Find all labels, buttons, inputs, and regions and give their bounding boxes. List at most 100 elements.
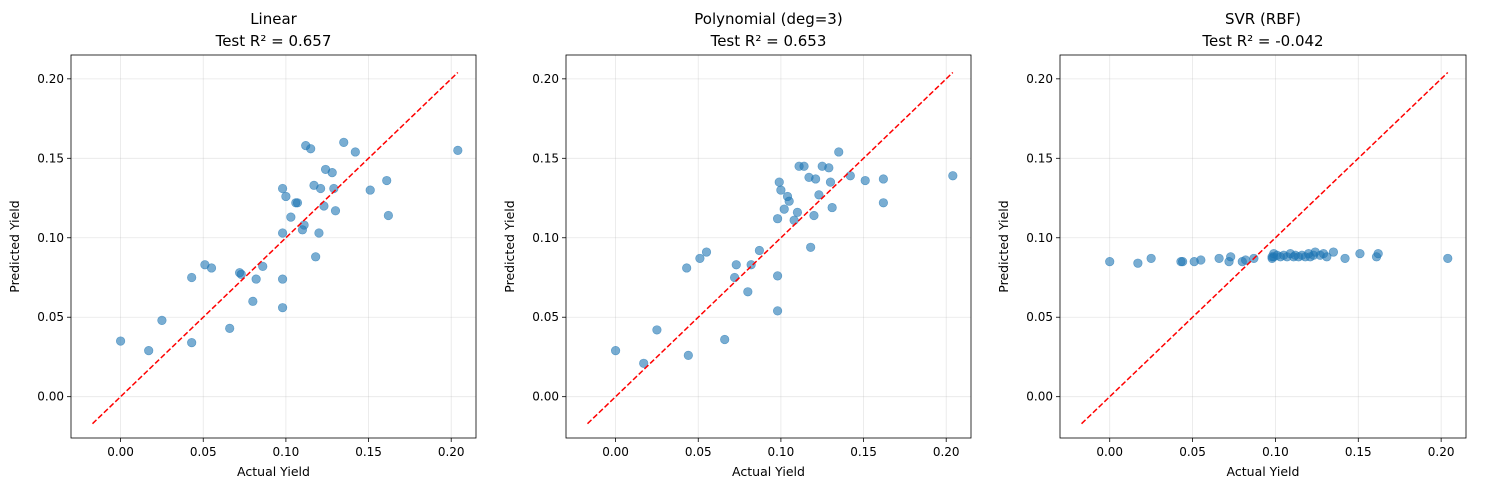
y-tick-label: 0.00 <box>37 390 64 404</box>
scatter-point <box>365 185 375 195</box>
scatter-point <box>327 168 337 178</box>
chart-title: Polynomial (deg=3) <box>694 10 842 28</box>
scatter-point <box>286 212 296 222</box>
y-tick-label: 0.10 <box>37 231 64 245</box>
scatter-point <box>251 274 261 284</box>
scatter-point <box>1340 253 1350 264</box>
scatter-points <box>115 137 463 356</box>
x-tick-label: 0.05 <box>685 445 712 459</box>
scatter-point <box>236 269 246 279</box>
scatter-point <box>948 171 958 181</box>
scatter-points <box>1105 247 1453 268</box>
y-tick-label: 0.05 <box>532 310 559 324</box>
y-tick-label: 0.10 <box>532 231 559 245</box>
scatter-point <box>382 175 392 186</box>
scatter-point <box>1105 256 1115 267</box>
scatter-point <box>834 147 844 157</box>
x-tick-label: 0.20 <box>933 445 960 459</box>
y-tick-label: 0.10 <box>1026 231 1053 245</box>
chart-subtitle: Test R² = -0.042 <box>1201 32 1323 50</box>
scatter-point <box>784 196 794 206</box>
scatter-point <box>772 271 783 281</box>
scatter-point <box>383 210 393 221</box>
chart-title: Linear <box>250 10 297 28</box>
x-tick-label: 0.20 <box>1428 445 1455 459</box>
scatter-point <box>330 206 341 216</box>
y-tick-label: 0.20 <box>532 72 559 86</box>
subplot-2: 0.00 0.05 0.10 0.15 0.20 0.00 0.05 0.10 0.15 0.20… <box>502 10 972 479</box>
scatter-point <box>799 161 809 171</box>
y-axis-label: Predicted Yield <box>7 200 22 292</box>
y-axis-label: Predicted Yield <box>996 200 1011 292</box>
scatter-point <box>1373 249 1383 259</box>
scatter-point <box>754 245 765 256</box>
scatter-point <box>701 247 712 257</box>
chart-subtitle: Test R² = 0.657 <box>215 32 332 50</box>
scatter-point <box>1328 247 1339 257</box>
scatter-point <box>1214 253 1224 264</box>
x-tick-label: 0.05 <box>1179 445 1206 459</box>
scatter-point <box>299 220 309 230</box>
scatter-point <box>825 177 836 187</box>
scatter-point <box>453 145 463 155</box>
scatter-point <box>277 274 288 284</box>
scatter-point <box>292 198 303 208</box>
scatter-point <box>779 204 789 214</box>
scatter-point <box>1196 255 1206 265</box>
scatter-point <box>878 174 888 184</box>
scatter-point <box>731 260 741 270</box>
scatter-points <box>610 147 958 368</box>
y-axis-label: Predicted Yield <box>502 200 517 292</box>
axes-frame <box>565 54 972 439</box>
scatter-point <box>1146 253 1156 264</box>
y-tick-label: 0.05 <box>1026 310 1053 324</box>
scatter-point <box>277 228 288 238</box>
x-tick-label: 0.10 <box>273 445 300 459</box>
scatter-point <box>258 261 268 271</box>
scatter-point <box>772 214 783 224</box>
chart-subtitle: Test R² = 0.653 <box>710 32 827 50</box>
scatter-point <box>814 190 824 200</box>
x-tick-label: 0.10 <box>768 445 795 459</box>
x-tick-label: 0.00 <box>107 445 134 459</box>
scatter-point <box>878 198 888 208</box>
x-tick-label: 0.00 <box>602 445 629 459</box>
x-tick-label: 0.05 <box>190 445 217 459</box>
scatter-point <box>115 336 126 346</box>
subplot-3: 0.00 0.05 0.10 0.15 0.20 0.00 0.05 0.10 0.15 0.20… <box>996 10 1467 479</box>
scatter-point <box>1322 252 1332 262</box>
reference-line <box>1081 71 1449 425</box>
scatter-point <box>187 338 197 348</box>
x-axis-label: Actual Yield <box>237 464 310 479</box>
scatter-point <box>225 323 235 333</box>
y-tick-label: 0.15 <box>532 151 559 165</box>
scatter-point <box>319 201 329 211</box>
axes-frame <box>70 54 477 439</box>
scatter-point <box>277 183 288 194</box>
scatter-point <box>311 252 321 262</box>
scatter-point <box>652 325 662 335</box>
scatter-point <box>811 174 821 184</box>
scatter-point <box>316 183 326 194</box>
scatter-point <box>860 175 870 186</box>
scatter-point <box>824 163 834 173</box>
x-tick-label: 0.15 <box>1345 445 1372 459</box>
scatter-point <box>806 242 816 252</box>
x-tick-label: 0.10 <box>1262 445 1289 459</box>
scatter-point <box>1226 252 1236 262</box>
scatter-point <box>1178 256 1188 267</box>
scatter-point <box>248 296 258 306</box>
reference-line <box>586 71 954 425</box>
scatter-point <box>845 171 855 181</box>
scatter-point <box>206 263 217 273</box>
y-tick-label: 0.05 <box>37 310 64 324</box>
scatter-point <box>746 260 756 270</box>
scatter-point <box>720 334 730 345</box>
y-tick-label: 0.00 <box>1026 390 1053 404</box>
scatter-point <box>792 207 803 217</box>
y-tick-label: 0.00 <box>532 390 559 404</box>
y-tick-label: 0.15 <box>37 151 64 165</box>
scatter-point <box>306 144 316 154</box>
